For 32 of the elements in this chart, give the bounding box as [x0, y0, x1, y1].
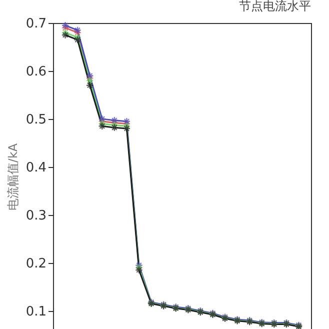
point — [110, 121, 118, 130]
point — [110, 116, 118, 124]
point — [61, 28, 70, 37]
point — [74, 33, 82, 42]
point — [98, 120, 106, 128]
point — [110, 124, 118, 132]
point — [61, 21, 70, 30]
point — [74, 26, 82, 34]
chart-title: 节点电流水平 — [239, 0, 311, 13]
y-tick-label: 0.7 — [26, 16, 46, 32]
point — [98, 114, 106, 123]
point — [122, 124, 131, 132]
point — [122, 122, 131, 130]
point — [86, 72, 94, 80]
y-tick-label: 0.6 — [26, 64, 46, 80]
y-tick-label: 0.2 — [26, 256, 46, 272]
point — [86, 76, 94, 85]
point — [61, 31, 70, 39]
point — [135, 261, 143, 270]
y-tick-label: 0.1 — [26, 304, 46, 320]
y-axis-title: 电流幅值/kA — [6, 142, 20, 211]
point — [74, 36, 82, 44]
point — [86, 74, 94, 82]
y-tick-label: 0.3 — [26, 208, 46, 224]
y-tick-label: 0.5 — [26, 112, 46, 128]
point — [122, 117, 131, 126]
point — [86, 81, 94, 90]
point — [135, 266, 143, 274]
point — [61, 24, 70, 32]
point — [74, 28, 82, 37]
point — [98, 122, 106, 130]
y-tick-label: 0.4 — [26, 160, 46, 176]
